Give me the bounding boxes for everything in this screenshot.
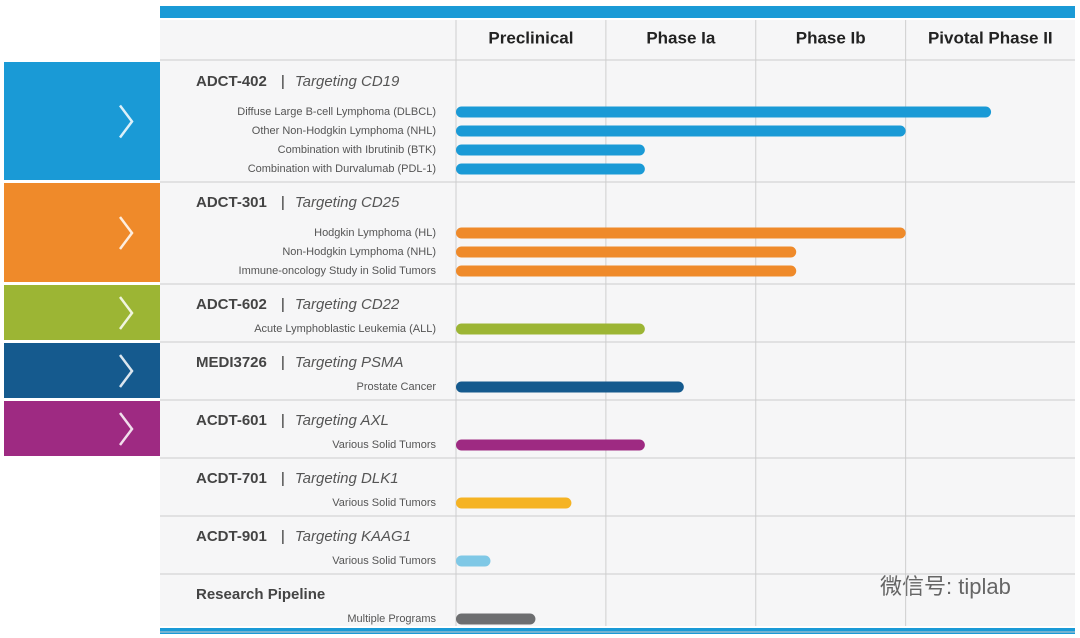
progress-bar: [456, 246, 797, 258]
progress-bar: [456, 227, 906, 239]
group-name: ADCT-602: [196, 296, 267, 313]
phase-label: Phase Ib: [796, 28, 866, 47]
top-bar: [160, 6, 1075, 18]
program-label: Acute Lymphoblastic Leukemia (ALL): [254, 323, 436, 335]
progress-bar: [456, 439, 645, 451]
group-target: Targeting KAAG1: [295, 528, 411, 545]
group-target: Targeting CD22: [295, 296, 400, 313]
chevron-icon: [119, 296, 134, 330]
chevron-icon: [119, 354, 134, 388]
chevron-icon: [119, 412, 134, 446]
group-tab: [4, 285, 160, 340]
group-tab: [4, 343, 160, 398]
group-target: Targeting CD25: [295, 194, 400, 211]
program-label: Prostate Cancer: [357, 381, 437, 393]
watermark: 微信号: tiplab: [880, 574, 1011, 599]
group-target: Targeting PSMA: [295, 354, 404, 371]
chevron-icon: [119, 104, 134, 139]
program-label: Non-Hodgkin Lymphoma (NHL): [282, 246, 436, 258]
group-name: ACDT-701: [196, 470, 267, 487]
program-label: Other Non-Hodgkin Lymphoma (NHL): [252, 125, 436, 137]
chevron-icon: [119, 216, 134, 250]
progress-bar: [456, 381, 684, 393]
progress-bar: [456, 265, 797, 277]
group-tab: [4, 401, 160, 456]
progress-bar: [456, 125, 906, 137]
program-label: Hodgkin Lymphoma (HL): [314, 227, 436, 239]
bottom-bar: [160, 628, 1075, 634]
program-label: Diffuse Large B-cell Lymphoma (DLBCL): [237, 106, 436, 118]
progress-bar: [456, 106, 992, 118]
group-tab: [4, 183, 160, 282]
program-label: Immune-oncology Study in Solid Tumors: [239, 265, 437, 277]
group-name: ADCT-301: [196, 194, 267, 211]
program-label: Combination with Durvalumab (PDL-1): [248, 163, 436, 175]
progress-bar: [456, 163, 645, 175]
group-name: MEDI3726: [196, 354, 267, 371]
program-label: Various Solid Tumors: [332, 497, 436, 509]
group-tab: [4, 62, 160, 180]
program-label: Multiple Programs: [347, 613, 436, 625]
program-label: Various Solid Tumors: [332, 439, 436, 451]
phase-label: Phase Ia: [646, 28, 716, 47]
progress-bar: [456, 613, 536, 625]
group-name: Research Pipeline: [196, 586, 325, 603]
program-label: Various Solid Tumors: [332, 555, 436, 567]
progress-bar: [456, 144, 645, 156]
progress-bar: [456, 323, 645, 335]
phase-label: Preclinical: [488, 28, 573, 47]
group-name: ADCT-402: [196, 73, 267, 90]
group-target: Targeting AXL: [295, 412, 389, 429]
group-name: ACDT-901: [196, 528, 267, 545]
chart-background: [160, 20, 1075, 626]
phase-label: Pivotal Phase II: [928, 28, 1053, 47]
group-target: Targeting CD19: [295, 73, 400, 90]
program-label: Combination with Ibrutinib (BTK): [278, 144, 436, 156]
group-name: ACDT-601: [196, 412, 267, 429]
progress-bar: [456, 497, 572, 509]
group-target: Targeting DLK1: [295, 470, 399, 487]
progress-bar: [456, 555, 491, 567]
